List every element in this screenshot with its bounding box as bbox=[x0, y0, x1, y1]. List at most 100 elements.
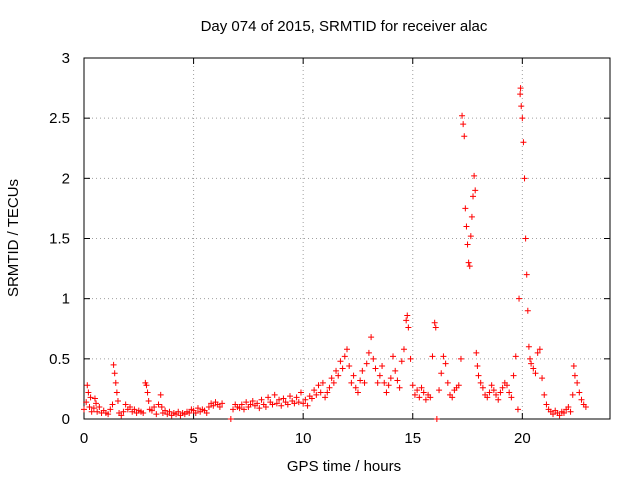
x-axis-label: GPS time / hours bbox=[287, 458, 401, 475]
data-point bbox=[522, 235, 529, 242]
data-point bbox=[457, 355, 464, 362]
data-point bbox=[166, 408, 173, 415]
data-point bbox=[337, 358, 344, 365]
data-point bbox=[420, 389, 427, 396]
data-point bbox=[308, 395, 315, 402]
data-point bbox=[574, 379, 581, 386]
data-point bbox=[344, 346, 350, 353]
data-point bbox=[153, 411, 160, 418]
data-point bbox=[93, 400, 100, 407]
chart-title: Day 074 of 2015, SRMTID for receiver ala… bbox=[201, 18, 488, 35]
y-axis-label: SRMTID / TECUs bbox=[5, 179, 22, 297]
data-point bbox=[88, 408, 95, 415]
data-point bbox=[96, 403, 103, 410]
data-point bbox=[326, 384, 333, 391]
data-point bbox=[175, 408, 182, 415]
data-point bbox=[254, 400, 261, 407]
data-point bbox=[291, 400, 298, 407]
data-point bbox=[521, 175, 528, 182]
data-point bbox=[532, 370, 539, 377]
data-point bbox=[278, 402, 285, 409]
data-point bbox=[265, 394, 272, 401]
data-point bbox=[258, 396, 265, 403]
data-point bbox=[508, 394, 515, 401]
data-point bbox=[341, 353, 348, 360]
data-point bbox=[249, 397, 256, 404]
data-point bbox=[433, 416, 440, 422]
data-point bbox=[354, 389, 361, 396]
data-point bbox=[455, 382, 462, 389]
data-point bbox=[477, 379, 484, 386]
data-point bbox=[109, 401, 116, 408]
data-point bbox=[359, 367, 366, 374]
data-point bbox=[550, 411, 557, 418]
data-point bbox=[273, 400, 280, 407]
data-point bbox=[383, 389, 390, 396]
data-point bbox=[230, 406, 237, 413]
data-point bbox=[427, 394, 434, 401]
data-point bbox=[87, 394, 94, 401]
data-point bbox=[392, 367, 399, 374]
data-point bbox=[432, 324, 439, 331]
data-point bbox=[118, 412, 125, 419]
data-point bbox=[570, 363, 577, 370]
y-tick-label: 1.5 bbox=[49, 231, 70, 248]
data-point bbox=[534, 349, 541, 356]
data-point bbox=[112, 379, 119, 386]
data-point bbox=[486, 389, 493, 396]
data-point bbox=[539, 375, 546, 382]
data-point bbox=[379, 363, 386, 370]
data-point bbox=[404, 312, 411, 319]
x-tick-label: 0 bbox=[80, 430, 88, 447]
data-point bbox=[398, 358, 405, 365]
data-point bbox=[350, 372, 357, 379]
data-point bbox=[300, 400, 307, 407]
data-point bbox=[381, 379, 388, 386]
data-point bbox=[348, 379, 355, 386]
data-point bbox=[464, 241, 471, 248]
data-point bbox=[488, 382, 495, 389]
data-point bbox=[140, 409, 147, 416]
data-point bbox=[144, 389, 151, 396]
data-point bbox=[227, 416, 234, 422]
data-point bbox=[194, 405, 201, 412]
data-point bbox=[429, 353, 436, 360]
data-point bbox=[444, 379, 451, 386]
data-point bbox=[523, 271, 530, 278]
data-point bbox=[467, 233, 474, 240]
data-point bbox=[370, 355, 377, 362]
data-point bbox=[471, 172, 478, 179]
data-point bbox=[422, 396, 429, 403]
data-point bbox=[582, 403, 589, 410]
y-tick-label: 3 bbox=[62, 50, 70, 67]
data-point bbox=[405, 324, 412, 331]
data-point bbox=[357, 377, 364, 384]
data-point bbox=[84, 382, 91, 389]
data-point bbox=[472, 187, 479, 194]
data-point bbox=[83, 399, 90, 406]
data-point bbox=[330, 379, 337, 386]
data-point bbox=[313, 391, 320, 398]
data-point bbox=[436, 387, 443, 394]
data-point bbox=[311, 387, 318, 394]
data-point bbox=[322, 394, 329, 401]
data-point bbox=[400, 346, 407, 353]
data-point bbox=[238, 401, 245, 408]
data-point bbox=[493, 391, 500, 398]
data-point bbox=[466, 263, 473, 270]
data-point bbox=[576, 389, 583, 396]
x-tick-label: 5 bbox=[189, 430, 197, 447]
data-point bbox=[442, 360, 449, 367]
data-point bbox=[284, 401, 291, 408]
data-point bbox=[418, 384, 425, 391]
data-point bbox=[530, 365, 537, 372]
data-point bbox=[339, 365, 346, 372]
data-point bbox=[556, 412, 563, 419]
data-point bbox=[328, 375, 335, 382]
data-point bbox=[302, 396, 309, 403]
data-point bbox=[468, 213, 475, 220]
data-point bbox=[479, 384, 486, 391]
data-point bbox=[565, 403, 572, 410]
data-point bbox=[120, 408, 127, 415]
data-point bbox=[363, 360, 370, 367]
